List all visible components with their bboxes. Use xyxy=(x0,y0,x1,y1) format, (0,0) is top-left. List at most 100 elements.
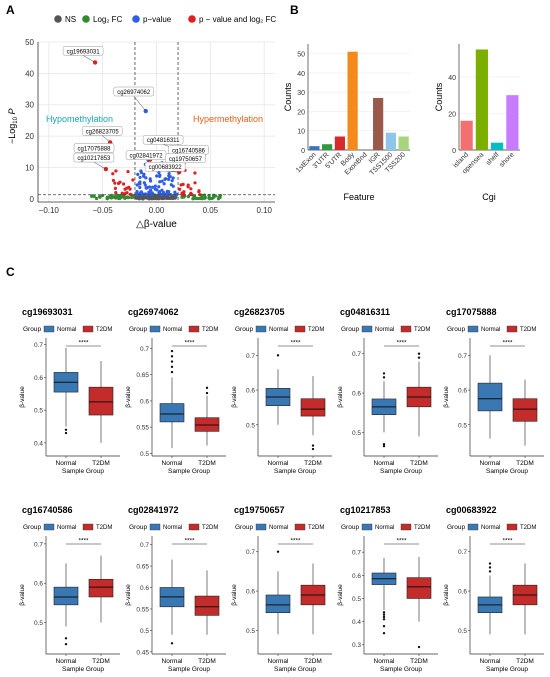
outlier-normal xyxy=(170,642,174,645)
outlier-normal xyxy=(276,354,280,357)
x-tick-label-t2dm: T2DM xyxy=(198,460,216,467)
legend-label-normal: Normal xyxy=(57,525,76,531)
legend-label-t2dm: T2DM xyxy=(96,525,112,531)
x-tick-label-t2dm: T2DM xyxy=(92,460,110,467)
boxplot-title: cg26974062 xyxy=(128,307,179,317)
x-tick-label: −0.05 xyxy=(93,206,114,215)
sig-point xyxy=(190,193,194,197)
boxplot-cg19693031: cg19693031 Group Normal T2DM 0.4 0.5 0.6 0.7 β-v… xyxy=(19,307,120,475)
point-label: cg19693031 xyxy=(67,49,101,55)
outlier-normal xyxy=(64,642,68,646)
legend-swatch-t2dm xyxy=(400,325,412,333)
legend-title: Group xyxy=(341,326,359,333)
sig-point xyxy=(120,191,124,195)
y-tick-label: 0.6 xyxy=(140,585,149,592)
label-box xyxy=(73,152,115,163)
y-tick-label: 0.6 xyxy=(34,581,43,588)
bar-tss1500 xyxy=(385,132,396,150)
log2fc-point xyxy=(216,197,221,201)
legend-dot-0 xyxy=(54,15,62,23)
y-axis-label: β-value xyxy=(19,386,26,408)
outlier-normal xyxy=(382,618,386,621)
box-normal xyxy=(159,403,185,423)
x-axis-label: Sample Group xyxy=(274,468,316,475)
log2fc-point xyxy=(119,195,123,199)
x-tick-label-normal: Normal xyxy=(480,658,502,665)
x-tick-label-t2dm: T2DM xyxy=(410,658,428,665)
pvalue-point xyxy=(138,175,142,180)
x-axis-label: Feature xyxy=(343,192,374,202)
point-label: cg17075888 xyxy=(77,147,111,153)
x-tick-label-t2dm: T2DM xyxy=(410,460,428,467)
log2fc-point xyxy=(203,196,207,200)
outlier-normal xyxy=(382,443,386,446)
legend-swatch-normal xyxy=(149,325,161,333)
x-tick-label: −0.10 xyxy=(39,206,60,215)
y-tick-label: 0 xyxy=(30,195,35,204)
pvalue-point xyxy=(167,174,171,178)
x-axis-label: Sample Group xyxy=(486,468,528,475)
sig-point xyxy=(193,171,197,175)
feature-bar-chart: 010203040501stExon3'UTR5'UTRBodyExonBndI… xyxy=(283,44,410,202)
x-tick-label-normal: Normal xyxy=(374,460,396,467)
y-tick-label: 0.7 xyxy=(246,353,255,360)
outlier-normal xyxy=(382,615,386,619)
legend-swatch-t2dm xyxy=(82,523,94,531)
pvalue-point xyxy=(171,176,175,180)
legend-swatch-normal xyxy=(361,325,373,333)
y-axis-label: Counts xyxy=(283,82,293,111)
pvalue-point xyxy=(170,179,174,183)
y-tick-label: 0.5 xyxy=(246,422,255,429)
pvalue-point xyxy=(144,176,148,180)
y-tick-label: 0.7 xyxy=(458,353,467,360)
y-tick-label: 0.7 xyxy=(352,550,361,557)
log2fc-point xyxy=(90,194,94,199)
point-label: cg04816311 xyxy=(147,138,180,144)
labeled-point xyxy=(92,60,98,65)
sig-point xyxy=(124,191,128,195)
legend-label-normal: Normal xyxy=(57,327,76,333)
sig-point xyxy=(126,170,130,174)
sig-point xyxy=(111,172,115,176)
x-tick-label-normal: Normal xyxy=(374,658,396,665)
label-box xyxy=(144,161,186,172)
y-axis-label: β-value xyxy=(443,386,450,408)
boxplot-title: cg19750657 xyxy=(234,505,285,515)
y-tick-label: 0.6 xyxy=(34,375,43,382)
legend-swatch-normal xyxy=(255,523,267,531)
outlier-normal xyxy=(382,613,386,616)
boxplot-cg04816311: cg04816311 Group Normal T2DM 0.5 0.6 0.7 β-valu… xyxy=(337,307,438,475)
outlier-normal xyxy=(382,444,386,448)
pvalue-point xyxy=(164,177,168,181)
pvalue-point xyxy=(155,188,159,192)
legend-swatch-normal xyxy=(43,325,55,333)
pvalue-point xyxy=(158,189,162,194)
ns-point xyxy=(168,196,172,200)
y-tick-label: 0.4 xyxy=(34,440,43,447)
y-tick-label: 0.55 xyxy=(136,606,149,613)
y-tick-label: 0.45 xyxy=(136,649,149,656)
legend-label-2: p−value xyxy=(143,15,172,24)
legend-title: Group xyxy=(341,524,359,531)
legend-title: Group xyxy=(129,326,147,333)
y-tick-label: 0.5 xyxy=(140,451,149,458)
boxplot-title: cg16740586 xyxy=(22,505,73,515)
sig-point xyxy=(131,178,135,182)
y-tick-label: 0.5 xyxy=(34,620,43,627)
y-tick-label: 10 xyxy=(25,163,34,172)
box-t2dm xyxy=(300,398,326,417)
boxplot-title: cg00683922 xyxy=(446,505,497,515)
significance-label: **** xyxy=(184,538,195,545)
box-t2dm xyxy=(88,386,114,416)
boxplot-title: cg19693031 xyxy=(22,307,73,317)
legend-swatch-t2dm xyxy=(400,523,412,531)
bar-island xyxy=(460,120,473,150)
y-axis-label: β-value xyxy=(231,584,238,606)
sig-point xyxy=(179,183,183,187)
y-tick-label: 10 xyxy=(297,129,305,136)
legend-label-0: NS xyxy=(65,15,76,24)
significance-label: **** xyxy=(502,340,513,347)
significance-label: **** xyxy=(290,340,301,347)
boxplot-cg02841972: cg02841972 Group Normal T2DM 0.45 0.5 0.55 0.6 0… xyxy=(125,505,226,673)
boxplot-grid: cg19693031 Group Normal T2DM 0.4 0.5 0.6 0.7 β-v… xyxy=(19,307,544,673)
